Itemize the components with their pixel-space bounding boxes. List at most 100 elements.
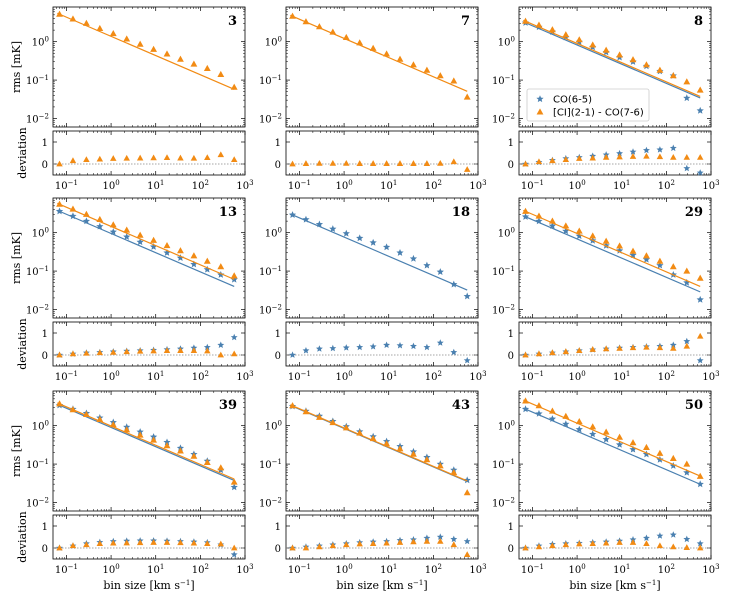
x-tick-label-3-exp: 2 xyxy=(204,370,208,378)
co-deviation-point xyxy=(396,341,404,349)
x-tick-label-4-base: 10 xyxy=(702,565,715,576)
ci-fit-line xyxy=(523,19,701,97)
ci-rms-point xyxy=(356,39,364,46)
co-rms-point xyxy=(356,234,364,242)
x-tick-label-4-exp: 3 xyxy=(249,563,253,571)
ci-rms-point xyxy=(177,55,184,62)
y-tick-label-2-exp: 0 xyxy=(511,420,515,428)
x-tick-label-4-exp: 3 xyxy=(715,179,719,187)
ci-rms-point xyxy=(669,454,677,461)
ci-rms-point xyxy=(643,252,650,259)
panel-label: 29 xyxy=(685,205,703,220)
x-axis-label-main: bin size [km s xyxy=(103,579,180,592)
y-tick-label-0-exp: −2 xyxy=(505,112,515,120)
x-tick-label-3: 102 xyxy=(192,563,209,576)
ci-fit-line xyxy=(57,202,235,280)
co-rms-point xyxy=(176,254,185,262)
ci-deviation-point xyxy=(123,154,130,161)
y-tick-label-0-exp: −2 xyxy=(39,112,49,120)
y-tick-label-1-base: 10 xyxy=(26,460,39,471)
ci-rms-point xyxy=(96,24,104,32)
x-tick-label-1: 100 xyxy=(568,563,585,576)
x-tick-label-4: 103 xyxy=(236,179,253,192)
deviation-axes-frame xyxy=(52,514,246,560)
x-tick-label-0-exp: −1 xyxy=(301,563,311,571)
ci-deviation-point xyxy=(656,344,664,351)
co-rms-point xyxy=(602,435,610,443)
dev-tick-label-1: 1 xyxy=(42,522,48,533)
co-deviation-point xyxy=(616,149,624,157)
ci-rms-point xyxy=(96,215,104,223)
ci-deviation-point xyxy=(69,350,77,357)
x-tick-label-3: 102 xyxy=(425,563,442,576)
x-tick-label-4: 103 xyxy=(469,563,486,576)
co-deviation-point xyxy=(410,342,417,350)
co-rms-point xyxy=(96,222,104,230)
ci-deviation-point xyxy=(316,159,323,166)
ci-rms-point xyxy=(535,21,543,28)
ci-deviation-point xyxy=(616,153,623,160)
ci-rms-point xyxy=(217,263,225,270)
ci-rms-point xyxy=(190,452,198,459)
co-rms-point xyxy=(396,248,404,256)
x-tick-label-3-base: 10 xyxy=(425,181,438,192)
ci-deviation-point xyxy=(602,539,610,546)
ci-rms-point xyxy=(56,400,63,407)
panel-label: 50 xyxy=(685,398,703,413)
x-tick-label-0-base: 10 xyxy=(55,181,68,192)
co-rms-point xyxy=(136,238,144,246)
ci-rms-point xyxy=(616,433,624,440)
x-tick-label-4: 103 xyxy=(702,370,719,383)
y-tick-label-1: 10−1 xyxy=(259,74,282,87)
y-tick-label-0: 10−2 xyxy=(26,303,49,316)
y-tick-label-1-base: 10 xyxy=(259,460,272,471)
x-tick-label-0-exp: −1 xyxy=(534,179,544,187)
co-rms-point xyxy=(302,215,310,223)
y-tick-label-1-exp: −1 xyxy=(272,458,282,466)
dev-tick-label-1: 1 xyxy=(42,138,48,149)
legend: CO(6-5) [CI](2-1) - CO(7-6) xyxy=(526,88,650,122)
co-rms-point xyxy=(696,480,704,488)
ci-deviation-point xyxy=(589,346,596,352)
ci-deviation-point xyxy=(136,154,144,161)
ci-deviation-point xyxy=(177,539,184,546)
ci-rms-point xyxy=(369,435,377,442)
x-axis-label-end: ] xyxy=(190,579,194,592)
co-deviation-point xyxy=(696,356,704,364)
y-tick-label-2: 100 xyxy=(32,420,49,433)
co-fit-line xyxy=(523,21,701,99)
y-tick-label-0: 10−2 xyxy=(26,112,49,125)
co-rms-point xyxy=(123,233,131,240)
ci-deviation-point xyxy=(230,544,238,551)
ci-rms-point xyxy=(96,415,104,423)
x-axis-label-sup: −1 xyxy=(413,579,423,587)
co-rms-point xyxy=(423,261,431,269)
x-tick-label-1-base: 10 xyxy=(568,181,581,192)
co-deviation-point xyxy=(463,537,471,545)
x-tick-label-2: 101 xyxy=(380,563,397,576)
ci-deviation-point xyxy=(69,157,77,164)
ci-deviation-point xyxy=(602,345,610,352)
ci-deviation-point xyxy=(56,160,63,167)
ci-rms-point xyxy=(217,464,225,471)
ci-rms-point xyxy=(669,263,677,270)
x-tick-label-2-base: 10 xyxy=(613,181,626,192)
x-tick-label-0-exp: −1 xyxy=(301,179,311,187)
ci-deviation-point xyxy=(656,542,664,549)
ci-deviation-point xyxy=(437,538,444,544)
ci-rms-point xyxy=(369,44,377,51)
co-deviation-point xyxy=(669,531,677,538)
x-tick-label-0: 10−1 xyxy=(521,370,544,383)
ci-rms-point xyxy=(629,56,637,63)
ci-rms-point xyxy=(575,417,583,425)
ci-deviation-point xyxy=(56,351,63,358)
ci-rms-point xyxy=(535,402,543,409)
ci-deviation-point xyxy=(602,154,610,160)
ci-rms-point xyxy=(450,77,458,84)
ci-deviation-point xyxy=(696,544,704,551)
x-tick-label-4-base: 10 xyxy=(702,181,715,192)
ci-rms-point xyxy=(656,257,664,264)
ci-rms-point xyxy=(575,36,583,43)
